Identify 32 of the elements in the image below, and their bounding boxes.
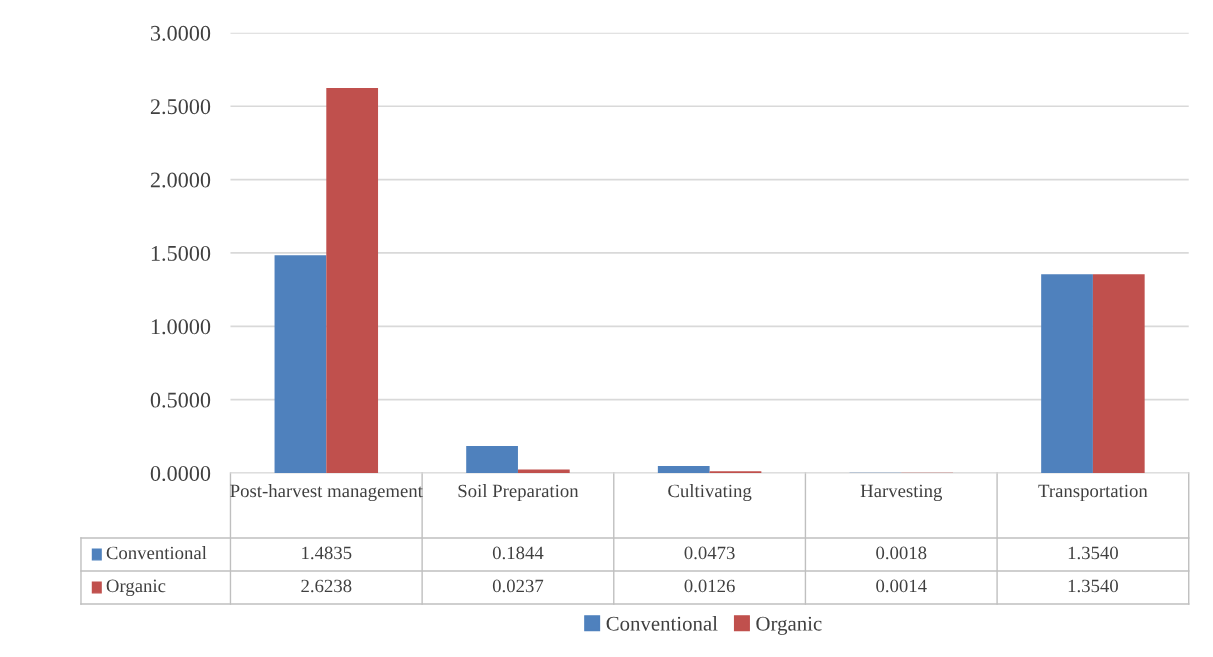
y-tick-label: 0.0000 <box>150 465 211 482</box>
bar <box>657 466 710 474</box>
bar <box>1092 274 1145 474</box>
data-label: 0.0018 <box>876 546 927 560</box>
x-tick-label: Transportation <box>1038 484 1148 502</box>
text: Conventional <box>606 616 718 631</box>
y-tick-label: 3.0000 <box>150 25 211 41</box>
legend-label: Conventional <box>106 546 207 560</box>
y-tick-label: 2.0000 <box>150 172 211 188</box>
y-tick-label: 1.0000 <box>151 319 211 335</box>
bar <box>326 88 379 474</box>
x-tick-label: Post-harvest management <box>230 484 423 502</box>
data-label: 0.0126 <box>684 579 735 593</box>
data-label: 0.1844 <box>492 546 544 560</box>
x-tick-label: Cultivating <box>668 484 752 502</box>
y-tick-label: 1.5000 <box>151 245 211 261</box>
bar <box>274 255 327 474</box>
text: Organic <box>106 579 166 597</box>
data-label: 1.3540 <box>1068 579 1118 593</box>
data-label: 0.0237 <box>492 579 544 593</box>
x-tick-label: Harvesting <box>860 484 943 502</box>
x-tick-label: Soil Preparation <box>458 484 579 502</box>
data-label: 1.3540 <box>1068 546 1118 560</box>
data-label: 2.6238 <box>301 579 352 593</box>
y-tick-label: 2.5000 <box>150 99 211 115</box>
bar <box>466 445 518 474</box>
data-label: 0.0473 <box>684 546 735 560</box>
data-label: 1.4835 <box>302 546 352 560</box>
data-label: 0.0014 <box>876 579 927 593</box>
legend-label: Organic <box>756 616 822 635</box>
bar <box>1041 274 1093 474</box>
y-tick-label: 0.5000 <box>150 392 211 408</box>
